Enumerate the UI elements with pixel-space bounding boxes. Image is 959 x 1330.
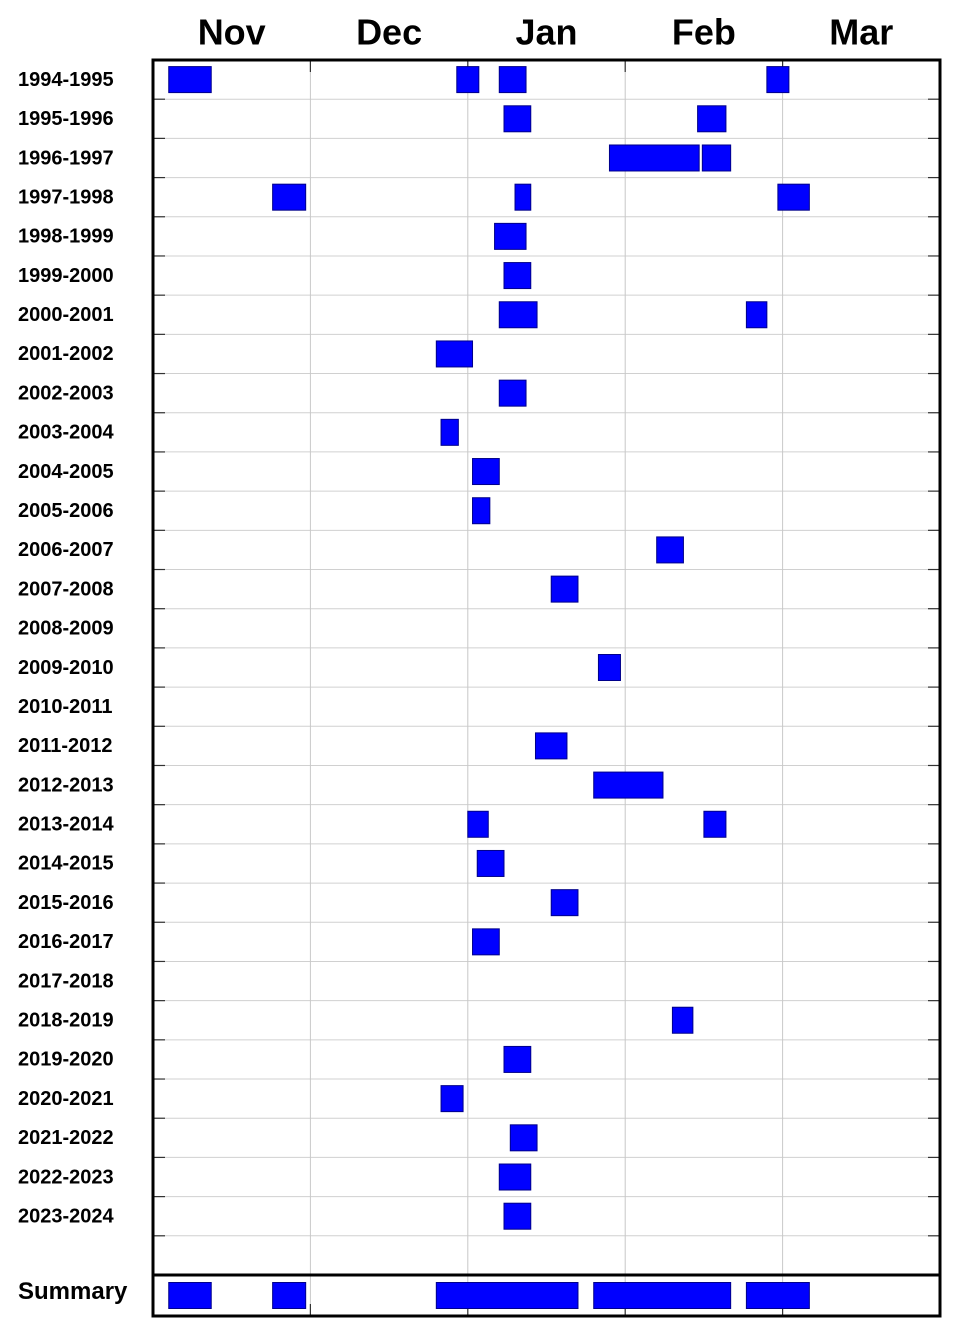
bar <box>703 810 727 838</box>
row-label: 1994-1995 <box>18 69 114 91</box>
row-label: 2020-2021 <box>18 1088 114 1110</box>
row-label: 2006-2007 <box>18 539 114 561</box>
row-label: 2010-2011 <box>18 696 113 718</box>
row-label: 2014-2015 <box>18 853 114 875</box>
bar <box>168 66 212 94</box>
bar <box>435 340 474 368</box>
row-label: 2002-2003 <box>18 382 114 404</box>
row-label: 2008-2009 <box>18 618 114 640</box>
bar <box>272 183 307 211</box>
bar <box>503 1202 532 1230</box>
bar <box>498 66 527 94</box>
row-label: 1999-2000 <box>18 265 114 287</box>
bar <box>534 732 568 760</box>
row-label: 2012-2013 <box>18 774 114 796</box>
month-label: Jan <box>515 12 577 53</box>
month-label: Feb <box>672 12 736 53</box>
bar <box>476 849 505 877</box>
bar <box>503 1045 532 1073</box>
bar <box>168 1282 212 1309</box>
row-label: 2019-2020 <box>18 1049 114 1071</box>
bar <box>550 575 579 603</box>
row-label: 2004-2005 <box>18 461 114 483</box>
row-label: 2023-2024 <box>18 1205 115 1227</box>
row-label: 2011-2012 <box>18 735 113 757</box>
row-label: Summary <box>18 1278 128 1305</box>
row-label: 2022-2023 <box>18 1166 114 1188</box>
row-label: 2007-2008 <box>18 578 114 600</box>
bar <box>440 1085 464 1113</box>
month-label: Nov <box>198 12 266 53</box>
bar <box>697 105 727 133</box>
bar <box>503 105 532 133</box>
bar <box>456 66 480 94</box>
bar <box>597 654 621 681</box>
bar <box>472 928 500 956</box>
month-label: Mar <box>829 12 893 53</box>
row-label: 1995-1996 <box>18 108 114 130</box>
row-label: 2001-2002 <box>18 343 114 365</box>
row-label: 2017-2018 <box>18 970 114 992</box>
row-label: 2000-2001 <box>18 304 114 326</box>
bar <box>766 66 790 94</box>
bar <box>498 301 538 329</box>
row-label: 2021-2022 <box>18 1127 114 1149</box>
bar <box>777 183 810 211</box>
row-label: 1997-1998 <box>18 186 114 208</box>
bar <box>656 536 684 564</box>
bar <box>608 144 700 172</box>
bar <box>514 183 532 211</box>
month-label: Dec <box>356 12 422 53</box>
bar <box>503 262 532 290</box>
row-label: 2013-2014 <box>18 814 115 836</box>
row-label: 2003-2004 <box>18 422 115 444</box>
bar <box>498 1163 532 1191</box>
bar <box>494 222 527 250</box>
bar <box>701 144 732 172</box>
bar <box>671 1006 694 1034</box>
bar <box>498 379 527 407</box>
plot-frame <box>151 58 942 1277</box>
summary-frame <box>151 1273 942 1318</box>
bar <box>745 301 768 329</box>
row-label: 2015-2016 <box>18 892 114 914</box>
row-label: 2009-2010 <box>18 657 114 679</box>
row-label: 1996-1997 <box>18 147 114 169</box>
row-label: 2005-2006 <box>18 500 114 522</box>
bar <box>472 497 491 525</box>
row-label: 2016-2017 <box>18 931 114 953</box>
bar <box>467 810 489 838</box>
bar <box>550 889 579 917</box>
bar <box>272 1282 307 1309</box>
row-label: 1998-1999 <box>18 226 114 248</box>
bar <box>440 418 459 446</box>
row-label: 2018-2019 <box>18 1010 114 1032</box>
bar <box>745 1282 810 1309</box>
bar <box>593 1282 732 1309</box>
bar <box>593 771 664 799</box>
bar <box>435 1282 579 1309</box>
bar <box>472 458 500 486</box>
bar <box>509 1124 538 1152</box>
